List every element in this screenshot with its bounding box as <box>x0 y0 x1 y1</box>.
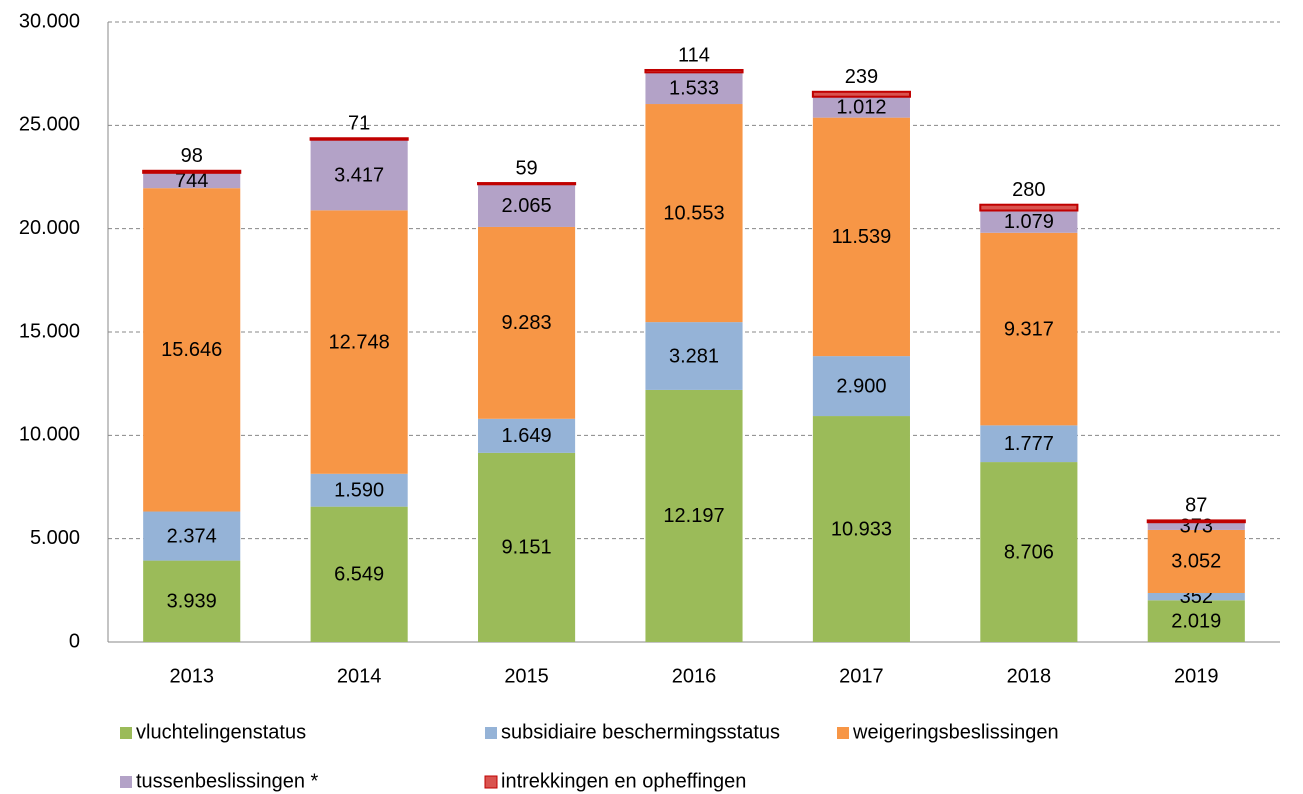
y-tick-label: 10.000 <box>19 424 80 446</box>
bar-segment <box>644 68 744 74</box>
bar-segment <box>143 560 241 642</box>
bar-segment <box>1146 519 1246 524</box>
data-label: 9.317 <box>1004 318 1054 340</box>
bar-segment <box>979 203 1079 212</box>
legend-label: subsidiaire beschermingsstatus <box>501 721 780 743</box>
bar-segment <box>309 137 409 141</box>
bar-segment <box>478 226 576 419</box>
bar-segment <box>812 96 910 118</box>
x-tick-label: 2018 <box>1007 665 1052 687</box>
bar-segment <box>812 416 910 642</box>
bar-segment <box>478 452 576 642</box>
data-label: 3.281 <box>669 345 719 367</box>
legend-swatch <box>484 775 498 789</box>
y-tick-label: 5.000 <box>30 527 80 549</box>
bar-segment <box>980 462 1078 642</box>
data-label: 3.939 <box>167 591 217 613</box>
y-tick-label: 20.000 <box>19 217 80 239</box>
bar-segment <box>1147 592 1245 601</box>
data-label: 2.900 <box>836 375 886 397</box>
bar-segment <box>143 511 241 561</box>
y-tick-label: 25.000 <box>19 114 80 136</box>
legend-label: vluchtelingenstatus <box>136 721 306 743</box>
data-label: 11.539 <box>832 226 892 248</box>
data-label: 12.197 <box>663 505 724 527</box>
data-label: 1.649 <box>502 425 552 447</box>
bar-segment <box>478 184 576 227</box>
data-label: 1.777 <box>1004 433 1054 455</box>
bar-segment <box>310 210 408 474</box>
bar-segment <box>1147 522 1245 530</box>
x-tick-label: 2013 <box>169 665 214 687</box>
data-label: 373 <box>1180 515 1213 537</box>
data-label: 239 <box>845 66 878 88</box>
bar-segment <box>645 389 743 642</box>
data-label: 10.933 <box>831 518 892 540</box>
data-label: 280 <box>1012 179 1045 201</box>
bar-segment <box>645 72 743 105</box>
data-label: 2.374 <box>167 525 217 547</box>
x-tick-label: 2017 <box>839 665 884 687</box>
legend-label: weigeringsbeslissingen <box>852 721 1059 743</box>
bar-segment <box>645 104 743 323</box>
data-label: 98 <box>181 145 203 167</box>
x-tick-label: 2015 <box>504 665 549 687</box>
bar-segment <box>645 322 743 390</box>
bar-segment <box>310 473 408 507</box>
y-tick-label: 0 <box>69 630 80 652</box>
legend-label: tussenbeslissingen * <box>136 770 319 792</box>
legend-swatch <box>120 727 132 739</box>
data-label: 10.553 <box>663 202 724 224</box>
data-label: 114 <box>678 44 710 66</box>
bar-segment <box>142 169 242 174</box>
bar-segment <box>980 210 1078 233</box>
data-label: 1.533 <box>669 77 719 99</box>
bar-segment <box>143 188 241 512</box>
data-label: 3.052 <box>1171 551 1221 573</box>
data-label: 8.706 <box>1004 541 1054 563</box>
data-label: 3.417 <box>334 164 384 186</box>
data-label: 2.019 <box>1171 610 1221 632</box>
bar-segment <box>811 90 911 98</box>
bar-segment <box>477 182 577 186</box>
data-label: 2.065 <box>502 195 552 217</box>
legend-swatch <box>485 727 497 739</box>
legend-swatch <box>837 727 849 739</box>
bar-segment <box>478 418 576 453</box>
bar-segment <box>310 506 408 642</box>
x-tick-label: 2014 <box>337 665 382 687</box>
bar-segment <box>980 425 1078 463</box>
bar-segment <box>310 139 408 211</box>
data-label: 9.151 <box>502 537 552 559</box>
data-label: 12.748 <box>329 331 390 353</box>
legend-swatch <box>120 776 132 788</box>
data-label: 6.549 <box>334 564 384 586</box>
data-label: 87 <box>1185 495 1207 517</box>
bar-segment <box>812 117 910 357</box>
bar-segment <box>1147 529 1245 593</box>
data-label: 1.590 <box>334 480 384 502</box>
bar-segment <box>812 356 910 417</box>
data-label: 15.646 <box>161 339 222 361</box>
legend-label: intrekkingen en opheffingen <box>501 770 746 792</box>
data-label: 59 <box>515 157 537 179</box>
bar-segment <box>143 172 241 189</box>
y-tick-label: 30.000 <box>19 10 80 32</box>
data-label: 9.283 <box>502 312 552 334</box>
data-label: 1.079 <box>1004 211 1054 233</box>
data-label: 71 <box>348 113 370 135</box>
x-tick-label: 2019 <box>1174 665 1219 687</box>
data-label: 1.012 <box>836 96 886 118</box>
data-label: 744 <box>175 170 208 192</box>
y-tick-label: 15.000 <box>19 320 80 342</box>
bar-segment <box>1147 600 1245 642</box>
x-tick-label: 2016 <box>672 665 717 687</box>
bar-segment <box>980 232 1078 426</box>
